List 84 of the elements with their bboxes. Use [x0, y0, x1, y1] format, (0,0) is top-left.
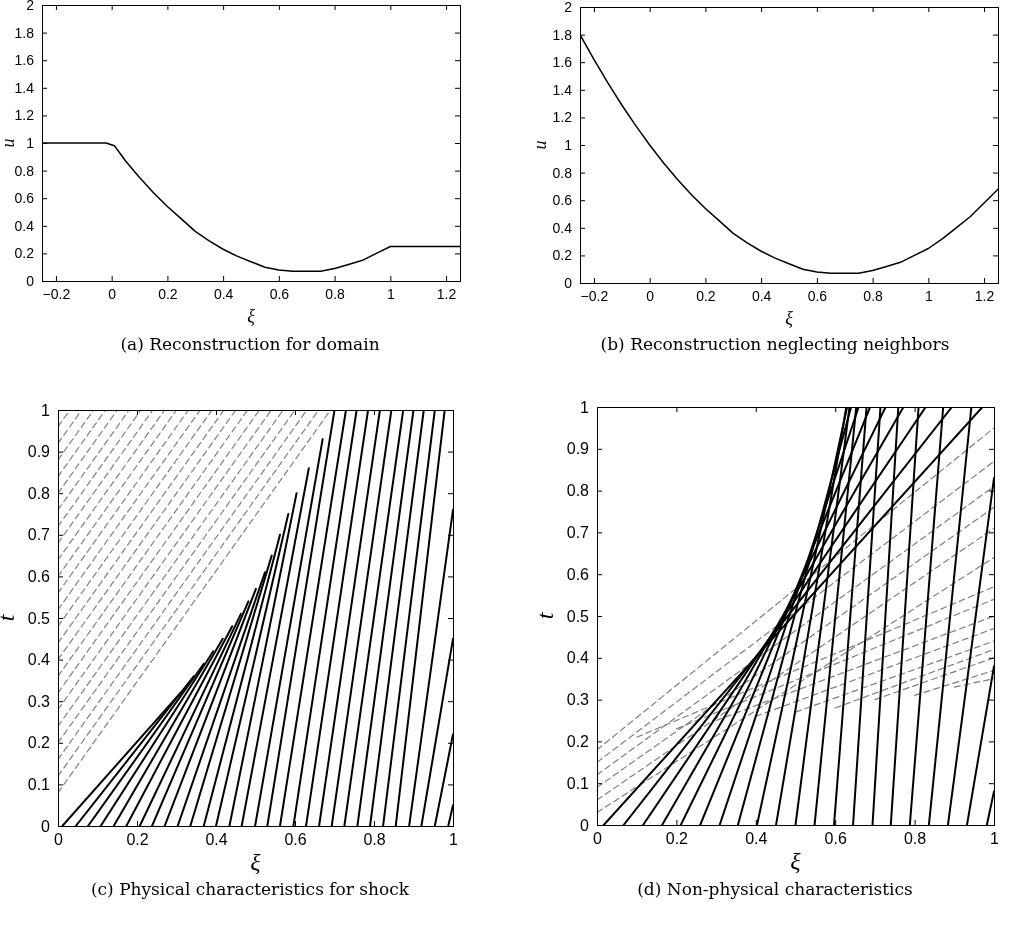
x-axis-title: ξ — [247, 305, 256, 326]
y-tick-label: 0.4 — [27, 651, 51, 669]
x-tick-label: 0 — [108, 285, 117, 302]
y-tick-label: 0.2 — [566, 733, 590, 751]
x-tick-label: 0.4 — [213, 285, 234, 302]
y-tick-label: 0.8 — [27, 484, 51, 502]
x-tick-label: 0.8 — [363, 831, 386, 849]
y-axis-title: u — [0, 138, 18, 148]
x-tick-label: 0.6 — [284, 831, 307, 849]
y-tick-label: 0.6 — [552, 192, 573, 209]
x-tick-label: −0.2 — [42, 285, 71, 302]
x-tick-label: 0.4 — [745, 830, 768, 848]
text: (b) Reconstruction neglecting neighbors — [600, 334, 950, 354]
y-tick-label: 1 — [580, 398, 590, 416]
text: (c) Physical characteristics for shock — [90, 879, 410, 899]
y-tick-label: 0.2 — [14, 245, 35, 262]
y-tick-label: 0 — [41, 817, 51, 835]
y-tick-label: 1.6 — [14, 52, 35, 69]
x-tick-label: −0.2 — [580, 287, 609, 304]
x-tick-label: 1 — [924, 287, 933, 304]
x-tick-label: 0 — [54, 831, 64, 849]
y-tick-label: 0.9 — [27, 443, 51, 461]
y-tick-label: 0.9 — [566, 440, 590, 458]
y-tick-label: 0.2 — [552, 247, 573, 264]
x-tick-label: 0.4 — [205, 831, 228, 849]
y-tick-label: 2 — [564, 0, 573, 15]
y-tick-label: 0.6 — [566, 565, 590, 583]
x-tick-label: 0.6 — [807, 287, 828, 304]
x-tick-label: 1.2 — [974, 287, 995, 304]
y-tick-label: 0.8 — [552, 164, 573, 181]
y-tick-label: 0 — [564, 274, 573, 291]
y-tick-label: 0.7 — [27, 526, 51, 544]
y-axis-title: t — [0, 613, 19, 622]
x-tick-label: 0.2 — [126, 831, 149, 849]
x-tick-label: 1 — [449, 831, 459, 849]
x-axis-title: ξ — [250, 849, 262, 876]
x-tick-label: 1.2 — [436, 285, 457, 302]
y-tick-label: 0.4 — [14, 217, 35, 234]
y-tick-label: 2 — [26, 0, 35, 13]
y-tick-label: 0 — [580, 816, 590, 834]
y-tick-label: 0.5 — [27, 609, 51, 627]
y-tick-label: 0.2 — [27, 734, 51, 752]
y-tick-label: 0.6 — [27, 568, 51, 586]
x-axis-title: ξ — [790, 848, 802, 875]
y-axis-title: t — [532, 611, 558, 620]
x-tick-label: 0.6 — [824, 830, 847, 848]
y-tick-label: 1.4 — [552, 81, 573, 98]
x-axis-title: ξ — [785, 307, 794, 328]
y-tick-label: 0.5 — [566, 607, 590, 625]
y-tick-label: 0.4 — [552, 219, 573, 236]
y-tick-label: 1.6 — [552, 54, 573, 71]
y-tick-label: 1.2 — [552, 109, 573, 126]
y-tick-label: 0.3 — [27, 692, 51, 710]
x-tick-label: 0.2 — [665, 830, 689, 848]
x-tick-label: 0.8 — [903, 830, 927, 848]
y-tick-label: 1.2 — [14, 107, 35, 124]
x-tick-label: 0.2 — [158, 285, 178, 302]
x-tick-label: 0.4 — [751, 287, 772, 304]
y-axis-title: u — [530, 140, 550, 150]
x-tick-label: 0.6 — [269, 285, 290, 302]
y-tick-label: 1 — [564, 136, 573, 153]
x-tick-label: 0.8 — [325, 285, 346, 302]
x-tick-label: 0.8 — [863, 287, 884, 304]
y-tick-label: 0.3 — [566, 691, 590, 709]
y-tick-label: 1 — [26, 134, 35, 151]
y-tick-label: 0.6 — [14, 190, 35, 207]
y-tick-label: 0.1 — [27, 776, 51, 794]
y-tick-label: 0 — [26, 272, 35, 289]
y-tick-label: 0.7 — [566, 524, 590, 542]
y-tick-label: 1.8 — [552, 26, 573, 43]
x-tick-label: 0 — [646, 287, 655, 304]
y-tick-label: 0.4 — [566, 649, 590, 667]
y-tick-label: 1.4 — [14, 79, 35, 96]
text: (d) Non-physical characteristics — [637, 879, 913, 899]
y-tick-label: 1.8 — [14, 24, 35, 41]
x-tick-label: 0.2 — [696, 287, 716, 304]
y-tick-label: 0.8 — [14, 162, 35, 179]
x-tick-label: 0 — [593, 830, 603, 848]
text: (a) Reconstruction for domain — [120, 334, 380, 354]
x-tick-label: 1 — [990, 830, 1000, 848]
x-tick-label: 1 — [386, 285, 395, 302]
y-tick-label: 0.8 — [566, 482, 590, 500]
y-tick-label: 1 — [41, 401, 51, 419]
y-tick-label: 0.1 — [566, 774, 590, 792]
